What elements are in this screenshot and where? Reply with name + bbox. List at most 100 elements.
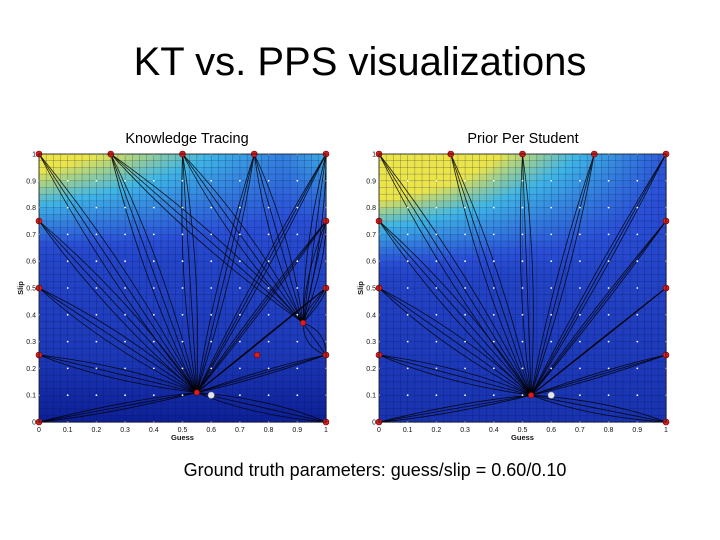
heatmap-cell: [189, 395, 198, 403]
heatmap-cell: [189, 355, 198, 363]
heatmap-cell: [232, 187, 241, 195]
heatmap-cell: [407, 281, 416, 289]
plot-frame: [38, 153, 327, 423]
heatmap-cell: [551, 154, 559, 162]
sample-dot: [181, 179, 184, 182]
heatmap-cell: [182, 241, 191, 249]
sample-dot: [607, 179, 610, 182]
sample-dot: [550, 287, 553, 289]
heatmap-cell: [297, 261, 306, 269]
heatmap-cell: [175, 381, 184, 390]
heatmap-cell: [465, 241, 473, 249]
heatmap-cell: [565, 274, 574, 282]
heatmap-cell: [239, 167, 248, 175]
trajectory-line: [530, 220, 667, 396]
heatmap-cell: [153, 401, 162, 410]
sample-dot: [181, 206, 184, 209]
heatmap-cell: [311, 301, 320, 309]
heatmap-cell: [117, 281, 126, 289]
heatmap-cell: [53, 375, 62, 383]
heatmap-cell: [96, 154, 105, 162]
heatmap-cell: [318, 361, 327, 369]
heatmap-cell: [630, 214, 638, 222]
trajectory-line: [519, 153, 532, 396]
heatmap-cell: [429, 187, 437, 195]
heatmap-cell: [268, 167, 277, 175]
heatmap-cell: [204, 214, 212, 222]
heatmap-cell: [443, 401, 452, 410]
heatmap-cell: [239, 234, 248, 242]
heatmap-cell: [544, 301, 552, 309]
heatmap-cell: [465, 180, 473, 189]
heatmap-cell: [407, 174, 416, 182]
heatmap-cell: [630, 281, 638, 289]
heatmap-cell: [450, 388, 459, 396]
heatmap-cell: [168, 247, 176, 256]
heatmap-cell: [103, 214, 112, 222]
heatmap-cell: [594, 368, 603, 376]
heatmap-cell: [96, 395, 105, 403]
heatmap-cell: [132, 247, 141, 256]
heatmap-cell: [247, 247, 255, 256]
heatmap-cell: [182, 160, 191, 168]
heatmap-cell: [232, 267, 241, 276]
heatmap-cell: [493, 375, 502, 383]
trajectories: [38, 153, 327, 423]
heatmap-cell: [182, 267, 191, 276]
heatmap-cell: [622, 254, 631, 262]
heatmap-cell: [311, 361, 320, 369]
heatmap-cell: [551, 241, 559, 249]
heatmap-cell: [479, 187, 488, 195]
heatmap-cell: [544, 154, 552, 162]
heatmap-cell: [572, 301, 581, 309]
heatmap-cell: [225, 174, 234, 182]
heatmap-cell: [422, 361, 430, 369]
heatmap-cell: [53, 395, 62, 403]
heatmap-cell: [175, 415, 184, 423]
heatmap-cell: [565, 187, 574, 195]
heatmap-cell: [522, 321, 531, 329]
heatmap-cell: [189, 180, 198, 189]
heatmap-cell: [465, 401, 473, 410]
heatmap-cell: [139, 288, 148, 296]
y-tick-label: 0.2: [26, 366, 36, 373]
heatmap-cell: [304, 200, 313, 209]
trajectory-line: [522, 153, 534, 396]
trajectory-line: [253, 153, 304, 323]
heatmap-cell: [261, 160, 270, 168]
heatmap-cell: [189, 401, 198, 410]
heatmap-cell: [565, 375, 574, 383]
x-tick-label: 0: [37, 427, 41, 434]
slide-title: KT vs. PPS visualizations: [133, 40, 587, 84]
heatmap-cell: [103, 375, 112, 383]
heatmap-cell: [290, 408, 298, 416]
sample-dot: [521, 233, 524, 236]
heatmap-cell: [615, 368, 624, 376]
heatmap-cell: [46, 234, 54, 242]
heatmap-cell: [74, 160, 83, 168]
heatmap-cell: [297, 234, 306, 242]
heatmap-cell: [558, 375, 567, 383]
heatmap-cell: [39, 368, 47, 376]
heatmap-cell: [579, 261, 588, 269]
heatmap-cell: [290, 174, 298, 182]
heatmap-cell: [168, 160, 176, 168]
heatmap-cell: [515, 221, 524, 229]
heatmap-cell: [318, 314, 327, 323]
heatmap-cell: [290, 361, 298, 369]
heatmap-cell: [168, 267, 176, 276]
heatmap-cell: [60, 247, 69, 256]
heatmap-cell: [232, 408, 241, 416]
heatmap-cell: [290, 334, 298, 343]
heatmap-cell: [500, 301, 509, 309]
heatmap-cell: [579, 308, 588, 316]
heatmap-cell: [565, 388, 574, 396]
heatmap-cell: [608, 294, 617, 302]
heatmap-cell: [457, 401, 466, 410]
heatmap-cell: [479, 301, 488, 309]
heatmap-cell: [644, 187, 653, 195]
heatmap-cell: [515, 321, 524, 329]
heatmap-cell: [232, 341, 241, 349]
heatmap-cell: [572, 194, 581, 202]
heatmap-cell: [275, 308, 284, 316]
